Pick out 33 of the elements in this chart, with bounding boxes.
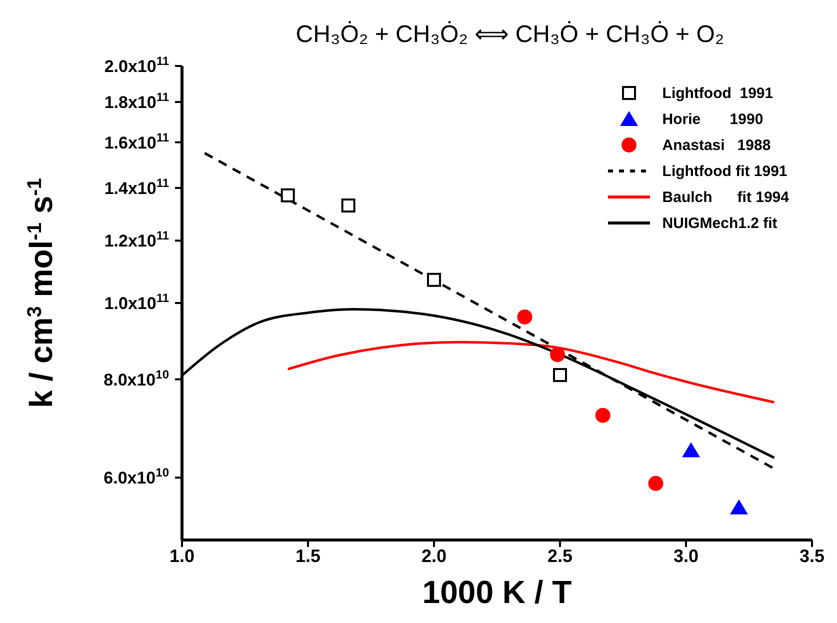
legend-label: Anastasi 1988 <box>662 136 771 154</box>
y-tick-label: 1.4x10$^{11}$ <box>104 176 170 198</box>
x-axis-title: 1000 K / T <box>422 574 572 610</box>
point <box>341 198 356 212</box>
y-tick-label: 6.0x10$^{10}$ <box>104 466 170 488</box>
x-tick-label: 3.5 <box>799 546 825 566</box>
y-tick-label: 1.2x10$^{11}$ <box>104 228 170 251</box>
point <box>553 368 567 382</box>
y-tick-label: 8.0x10$^{10}$ <box>104 367 170 390</box>
x-tick-label: 1.5 <box>295 546 321 566</box>
legend-label: NUIGMech1.2 fit <box>662 214 778 232</box>
line-series <box>286 340 776 404</box>
point <box>517 309 532 324</box>
y-tick-label: 2.0x10$^{11}$ <box>104 54 170 76</box>
x-tick-label: 1.0 <box>169 546 195 566</box>
x-tick-label: 3.0 <box>673 546 699 566</box>
point <box>682 442 700 458</box>
chart-title: CH₃Ȯ₂ + CH₃Ȯ₂ ⟺ CH₃Ȯ + CH₃Ȯ + O₂ <box>294 20 726 49</box>
y-tick-label: 1.0x10$^{11}$ <box>104 291 170 313</box>
legend-label: Lightfood 1991 <box>662 84 774 102</box>
point <box>280 188 295 202</box>
point <box>730 499 748 514</box>
point <box>550 347 565 362</box>
point <box>427 272 441 287</box>
legend-label: Horie 1990 <box>662 110 764 128</box>
legend-label: Baulch fit 1994 <box>662 188 789 206</box>
y-tick-label: 1.8x10$^{11}$ <box>104 90 170 112</box>
point <box>595 408 610 423</box>
point <box>648 476 664 491</box>
legend-label: Lightfood fit 1991 <box>662 162 788 180</box>
x-tick-label: 2.5 <box>547 546 573 566</box>
x-tick-label: 2.0 <box>421 546 447 566</box>
y-tick-label: 1.6x10$^{11}$ <box>104 130 170 152</box>
